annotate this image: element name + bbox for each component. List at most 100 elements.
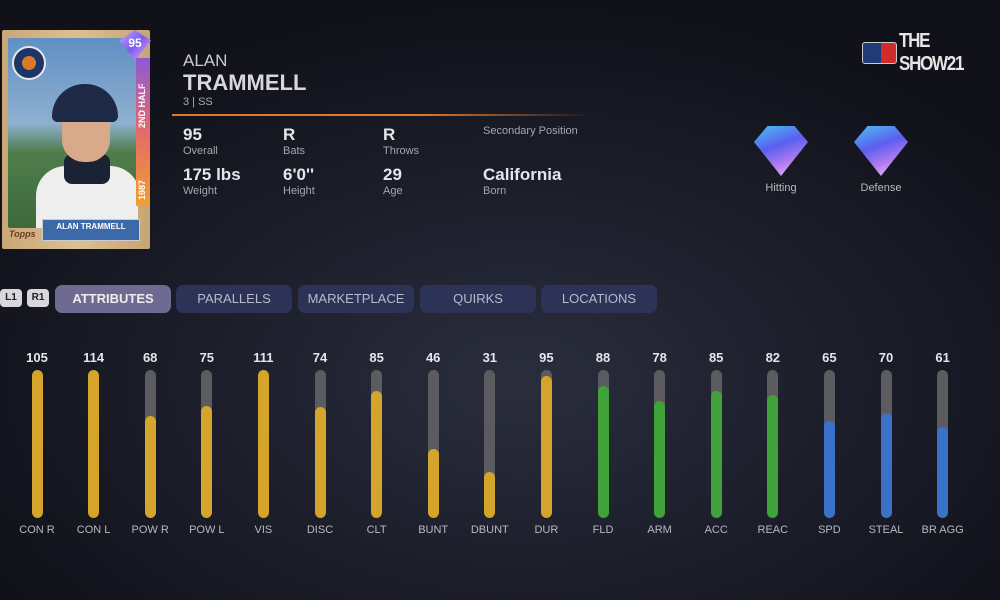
attribute-label: CON L	[76, 524, 111, 536]
stat-throws: R Throws	[383, 125, 419, 157]
attribute-bar-fill	[144, 416, 156, 518]
attribute-label: BR AGG	[921, 524, 964, 536]
card-year: 1987	[137, 179, 147, 200]
stat-label: Born	[483, 185, 507, 197]
tab-attributes[interactable]: ATTRIBUTES	[55, 285, 171, 313]
attribute-value: 95	[539, 350, 554, 365]
tab-marketplace[interactable]: MARKETPLACE	[298, 285, 414, 313]
attribute-label: POW R	[131, 524, 169, 536]
attribute-bar-fill	[540, 375, 552, 518]
player-first-name: ALAN	[183, 51, 228, 70]
attribute-bar-fill	[31, 370, 43, 518]
attribute-disc: 74 DISC	[292, 350, 348, 536]
attribute-clt: 85 CLT	[349, 350, 405, 536]
stat-label: Overall	[183, 145, 218, 157]
attribute-label: DISC	[306, 524, 334, 536]
attribute-label: FLD	[592, 524, 614, 536]
attribute-bar-fill	[823, 420, 835, 518]
attribute-bar-track	[540, 370, 552, 518]
stat-value: 6'0''	[283, 165, 315, 184]
tab-parallels[interactable]: PARALLELS	[176, 285, 292, 313]
attribute-acc: 85 ACC	[688, 350, 744, 536]
attribute-arm: 78 ARM	[632, 350, 688, 536]
attribute-bar-track	[654, 370, 666, 518]
tab-locations[interactable]: LOCATIONS	[541, 285, 657, 313]
divider	[172, 114, 592, 116]
attribute-steal: 70 STEAL	[858, 350, 914, 536]
stat-label: Weight	[183, 185, 218, 197]
defense-diamond: Defense	[846, 126, 916, 194]
topps-logo: Topps	[9, 229, 36, 239]
attribute-bar-fill	[654, 401, 666, 518]
attribute-label: BUNT	[418, 524, 449, 536]
attribute-value: 85	[708, 350, 724, 365]
attribute-value: 70	[878, 350, 894, 365]
attribute-bar-fill	[880, 413, 892, 518]
attribute-bar-fill	[767, 395, 779, 518]
attribute-label: STEAL	[868, 524, 904, 536]
attribute-con-l: 114 CON L	[66, 350, 122, 536]
attribute-bar-track	[201, 370, 213, 518]
attribute-bar-fill	[937, 426, 949, 518]
team-logo	[12, 46, 46, 80]
card-series: 2ND HALF	[137, 83, 147, 129]
attribute-value: 82	[765, 350, 781, 365]
attribute-label: CON R	[19, 524, 55, 536]
attribute-value: 61	[935, 350, 950, 365]
stat-bats: R Bats	[283, 125, 305, 157]
stat-label: Bats	[283, 145, 306, 157]
attribute-label: VIS	[254, 524, 273, 536]
attribute-bar-track	[823, 370, 835, 518]
attribute-bar-fill	[314, 407, 326, 518]
stat-born: California Born	[483, 165, 561, 197]
attribute-bar-fill	[257, 370, 269, 518]
attribute-value: 111	[253, 350, 274, 365]
attribute-pow-r: 68 POW R	[122, 350, 178, 536]
attribute-value: 85	[369, 350, 384, 365]
stat-value: California	[483, 165, 562, 184]
attribute-value: 78	[652, 350, 667, 365]
attribute-bar-track	[371, 370, 383, 518]
attribute-bar-track	[31, 370, 43, 518]
attribute-br-agg: 61 BR AGG	[915, 350, 971, 536]
attribute-label: CLT	[366, 524, 387, 536]
diamond-icon	[754, 126, 808, 176]
stat-label: Throws	[383, 145, 420, 157]
attribute-label: DUR	[534, 524, 559, 536]
attribute-reac: 82 REAC	[745, 350, 801, 536]
tab-quirks[interactable]: QUIRKS	[420, 285, 536, 313]
l1-bumper-button[interactable]: L1	[0, 289, 22, 307]
attribute-pow-l: 75 POW L	[179, 350, 235, 536]
attribute-con-r: 105 CON R	[9, 350, 65, 536]
stat-secondary-position: Secondary Position	[483, 125, 578, 137]
mlb-logo-icon	[862, 42, 898, 64]
attribute-value: 46	[425, 350, 441, 365]
attribute-value: 31	[482, 350, 498, 365]
stat-height: 6'0'' Height	[283, 165, 315, 197]
stat-value: R	[383, 125, 396, 144]
attribute-bar-track	[484, 370, 496, 518]
attribute-bar-track	[427, 370, 439, 518]
attribute-bar-fill	[710, 390, 722, 518]
attribute-bar-track	[88, 370, 100, 518]
player-position: 3 | SS	[183, 96, 213, 108]
attribute-label: DBUNT	[470, 524, 509, 536]
stat-label: Secondary Position	[483, 125, 578, 137]
attribute-value: 114	[83, 350, 105, 365]
stat-weight: 175 lbs Weight	[183, 165, 241, 197]
attribute-dbunt: 31 DBUNT	[462, 350, 518, 536]
attribute-value: 105	[26, 350, 48, 365]
attribute-bar-fill	[201, 405, 213, 518]
attribute-bar-fill	[371, 390, 383, 518]
attribute-spd: 65 SPD	[801, 350, 857, 536]
attribute-value: 74	[312, 350, 328, 365]
attribute-value: 65	[822, 350, 837, 365]
player-photo	[8, 38, 138, 228]
attribute-bar-fill	[484, 471, 496, 518]
attribute-bar-track	[710, 370, 722, 518]
hitting-diamond: Hitting	[746, 126, 816, 194]
stat-value: 95	[183, 125, 202, 144]
r1-bumper-button[interactable]: R1	[27, 289, 49, 307]
diamond-icon	[854, 126, 908, 176]
attribute-fld: 88 FLD	[575, 350, 631, 536]
